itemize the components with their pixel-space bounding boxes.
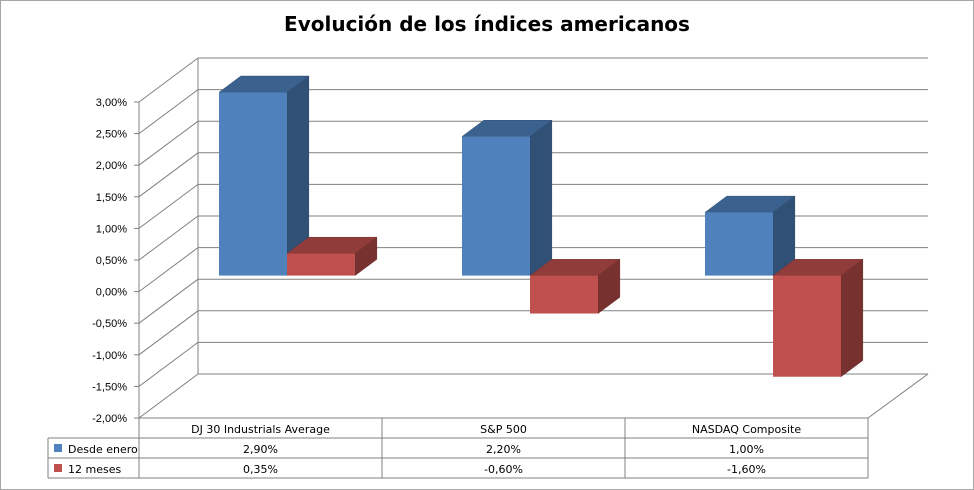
data-label: 1,00% [729, 443, 764, 456]
side-wall-gridline [138, 278, 199, 324]
side-wall-gridline [138, 215, 199, 261]
bar-front [287, 253, 355, 276]
bar-desde-enero [218, 75, 310, 277]
bar-12-meses [529, 258, 621, 315]
side-wall-gridline [138, 183, 199, 229]
side-wall-gridline [138, 341, 199, 387]
bar-side [529, 119, 553, 277]
bar-front [462, 136, 530, 276]
bar-desde-enero [461, 119, 553, 277]
chart-title: Evolución de los índices americanos [284, 12, 690, 36]
x-category-label: DJ 30 Industrials Average [191, 423, 330, 436]
legend-label: Desde enero [68, 443, 138, 456]
bar-desde-enero [704, 195, 796, 277]
data-label: -0,60% [484, 463, 523, 476]
side-wall-gridline [138, 89, 199, 135]
x-category-label: NASDAQ Composite [692, 423, 801, 436]
data-label: 2,20% [486, 443, 521, 456]
y-tick-label: -1,50% [92, 381, 127, 393]
legend-key [54, 444, 62, 452]
side-wall-gridline [138, 57, 199, 103]
y-tick-label: 0,50% [96, 255, 127, 267]
bar-front [530, 275, 598, 314]
bar-front [705, 212, 773, 276]
side-wall-gridline [138, 120, 199, 166]
side-wall-gridline [138, 310, 199, 356]
y-tick-label: -1,00% [92, 350, 127, 362]
y-tick-label: 2,50% [96, 129, 127, 141]
side-wall-gridline [138, 373, 199, 419]
data-label: 0,35% [243, 463, 278, 476]
bar-side [840, 258, 864, 378]
y-tick-label: -0,50% [92, 318, 127, 330]
x-category-label: S&P 500 [480, 423, 527, 436]
legend-label: 12 meses [68, 463, 121, 476]
data-table: DJ 30 Industrials Average S&P 500 NASDAQ C… [47, 417, 869, 479]
bar-front [219, 92, 287, 276]
y-tick-label: 0,00% [96, 287, 127, 299]
side-wall-gridline [138, 247, 199, 293]
y-tick-label: 1,00% [96, 223, 127, 235]
data-label: -1,60% [727, 463, 766, 476]
y-tick-label: -2,00% [92, 413, 127, 425]
bar-12-meses [286, 236, 378, 277]
bar-12-meses [772, 258, 864, 378]
floor-right-edge [867, 373, 929, 419]
data-label: 2,90% [243, 443, 278, 456]
y-tick-label: 3,00% [96, 97, 127, 109]
side-wall-gridline [138, 152, 199, 198]
y-tick-label: 2,00% [96, 160, 127, 172]
legend-key [54, 464, 62, 472]
bar-front [773, 275, 841, 377]
y-tick-label: 1,50% [96, 192, 127, 204]
